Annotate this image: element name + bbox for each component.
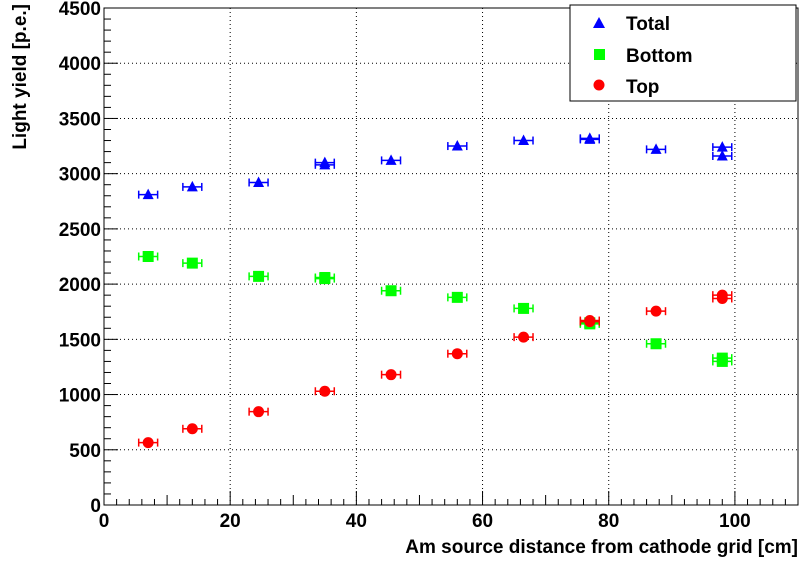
x-tick-label: 40 bbox=[346, 511, 367, 532]
total-point bbox=[716, 149, 728, 161]
legend-box bbox=[569, 4, 797, 102]
y-tick-label: 1000 bbox=[59, 386, 101, 407]
x-axis-title: Am source distance from cathode grid [cm… bbox=[405, 537, 798, 558]
y-tick-label: 4000 bbox=[59, 54, 101, 75]
total-point bbox=[253, 176, 265, 188]
total-point bbox=[385, 154, 397, 165]
bottom-point bbox=[186, 257, 198, 269]
y-tick-label: 2500 bbox=[59, 220, 101, 241]
plot-frame bbox=[103, 7, 799, 506]
legend-total-label: Total bbox=[626, 14, 670, 35]
y-tick-label: 2000 bbox=[59, 275, 101, 296]
bottom-point bbox=[142, 251, 154, 262]
bottom-point bbox=[650, 338, 662, 350]
top-point bbox=[319, 385, 331, 397]
y-tick-label: 3000 bbox=[59, 165, 101, 186]
y-tick-label: 4500 bbox=[59, 0, 101, 20]
legend-bottom-label: Bottom bbox=[626, 46, 692, 67]
legend: Total Bottom Top bbox=[569, 4, 797, 102]
x-tick-label: 100 bbox=[719, 511, 751, 532]
top-point bbox=[716, 289, 728, 301]
bottom-point bbox=[451, 291, 463, 303]
y-axis-title: Light yield [p.e.] bbox=[10, 4, 31, 150]
y-tick-label: 500 bbox=[69, 441, 101, 462]
total-point bbox=[142, 188, 154, 200]
bottom-point bbox=[716, 355, 728, 367]
data-points bbox=[137, 132, 733, 449]
legend-top-label: Top bbox=[626, 77, 659, 98]
top-point bbox=[518, 331, 530, 343]
x-tick-label: 60 bbox=[472, 511, 493, 532]
y-tick-label: 1500 bbox=[59, 330, 101, 351]
total-point bbox=[650, 143, 662, 154]
total-point bbox=[319, 156, 331, 168]
total-point bbox=[716, 141, 728, 152]
total-point bbox=[518, 134, 530, 146]
top-point bbox=[186, 423, 198, 435]
y-tick-label: 3500 bbox=[59, 109, 101, 130]
total-point bbox=[451, 140, 463, 151]
total-point bbox=[584, 132, 596, 143]
top-point bbox=[451, 348, 463, 360]
legend-bottom-marker bbox=[594, 49, 605, 60]
top-point bbox=[584, 315, 596, 327]
y-tick-label: 0 bbox=[90, 496, 101, 517]
legend-top-marker bbox=[593, 79, 605, 91]
bottom-point bbox=[253, 270, 265, 282]
x-tick-label: 80 bbox=[598, 511, 619, 532]
total-point bbox=[186, 180, 198, 192]
top-point bbox=[385, 369, 397, 381]
top-point bbox=[142, 437, 154, 449]
bottom-point bbox=[385, 285, 397, 297]
x-tick-label: 0 bbox=[99, 511, 110, 532]
legend-total-marker bbox=[593, 17, 605, 28]
bottom-point bbox=[319, 273, 331, 285]
grid-lines bbox=[104, 8, 798, 505]
axes: 0 20 40 60 80 1000500100015002000250030003500… bbox=[59, 0, 799, 532]
bottom-point bbox=[518, 302, 530, 314]
x-tick-label: 20 bbox=[220, 511, 241, 532]
top-point bbox=[253, 406, 265, 418]
top-point bbox=[650, 305, 662, 317]
